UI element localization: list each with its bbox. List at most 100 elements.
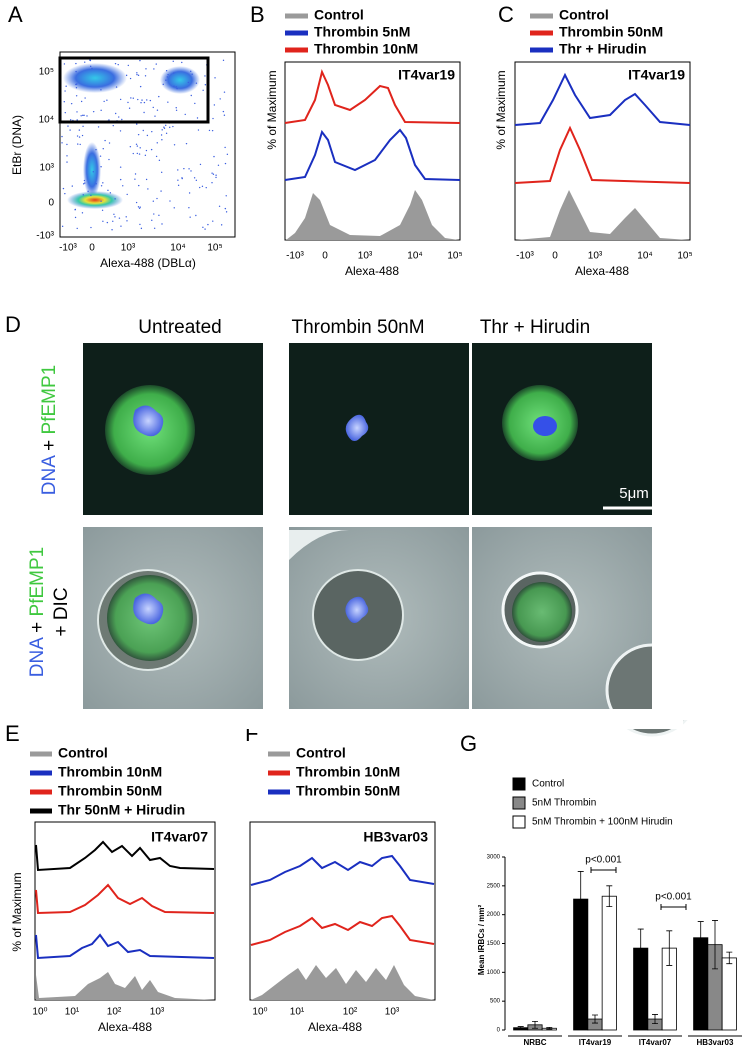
- dot: [83, 114, 85, 117]
- dot: [80, 100, 83, 103]
- dot: [184, 113, 186, 116]
- dot: [213, 155, 215, 158]
- label-part: +: [39, 440, 60, 451]
- x-label: Alexa-488 (DBLα): [100, 256, 196, 270]
- dot: [137, 98, 139, 101]
- dot: [198, 186, 201, 189]
- legend-label: Thrombin 10nM: [314, 41, 418, 57]
- dot: [158, 95, 160, 98]
- dot: [177, 184, 180, 187]
- trace: [284, 69, 461, 124]
- dot: [74, 216, 77, 219]
- dot: [173, 207, 175, 209]
- dot: [224, 207, 227, 210]
- dot: [65, 85, 67, 87]
- x-label: Alexa-488: [575, 264, 629, 278]
- error-bar: [577, 871, 584, 928]
- dot: [100, 109, 102, 112]
- dot: [204, 228, 206, 230]
- dot: [222, 59, 225, 62]
- gate: [58, 56, 210, 124]
- legend-label: Thrombin 10nM: [58, 764, 162, 780]
- nucleus: [345, 414, 369, 441]
- dot: [211, 172, 213, 174]
- dot: [64, 192, 66, 195]
- dot: [78, 129, 81, 131]
- y-tick-label: 1000: [487, 970, 501, 976]
- dot: [120, 225, 122, 227]
- tick-label: 10¹: [290, 1007, 305, 1018]
- plot-frame: [249, 821, 436, 1001]
- dot: [102, 220, 104, 222]
- dot: [82, 125, 84, 128]
- sample-label: IT4var19: [628, 67, 685, 83]
- cluster: [63, 63, 127, 93]
- dot: [160, 134, 163, 136]
- dot: [226, 153, 229, 156]
- trace: [514, 125, 691, 184]
- tick-label: -10³: [516, 251, 534, 262]
- dot: [102, 182, 104, 184]
- dot: [82, 183, 85, 185]
- dot: [106, 99, 108, 101]
- dot: [63, 101, 65, 103]
- legend-label: Thr + Hirudin: [559, 41, 647, 57]
- dot: [74, 209, 76, 211]
- dot: [141, 99, 143, 101]
- dot: [119, 130, 122, 132]
- dot: [215, 176, 217, 179]
- tick-label: 10⁴: [39, 115, 54, 126]
- trace: [251, 965, 434, 1000]
- dot: [175, 109, 178, 111]
- tick-label: 10⁰: [252, 1007, 267, 1018]
- dot: [61, 142, 63, 144]
- dot: [204, 75, 206, 77]
- dot: [172, 60, 174, 63]
- tick-label: 10¹: [65, 1007, 80, 1018]
- dot: [158, 214, 160, 217]
- dot: [129, 145, 132, 148]
- tick-label: 10⁵: [207, 243, 222, 254]
- dot: [112, 124, 114, 127]
- dot: [190, 70, 192, 73]
- sample-label: IT4var19: [398, 67, 455, 83]
- dot: [100, 166, 102, 168]
- error-bar: [606, 885, 613, 907]
- dot: [195, 179, 198, 182]
- row-label: + DIC: [51, 587, 72, 636]
- dot: [83, 179, 86, 182]
- error-bar: [546, 1027, 553, 1030]
- trace: [284, 128, 461, 181]
- dot: [87, 190, 89, 193]
- dot: [183, 167, 185, 170]
- dot: [61, 225, 64, 228]
- dot: [154, 115, 156, 117]
- dot: [75, 83, 77, 86]
- dot: [163, 126, 165, 128]
- dot: [61, 135, 63, 138]
- dot: [112, 220, 114, 223]
- dot: [187, 81, 190, 84]
- tick-label: 10³: [588, 251, 603, 262]
- dot: [189, 216, 191, 218]
- dot: [145, 178, 148, 181]
- dot: [69, 129, 71, 131]
- dot: [82, 114, 84, 117]
- rbc: [289, 530, 349, 560]
- dot: [167, 73, 169, 76]
- dot: [76, 227, 78, 230]
- legend-label: Thrombin 10nM: [296, 764, 400, 780]
- error-bar: [592, 1014, 598, 1024]
- dot: [223, 114, 226, 116]
- dot: [161, 139, 163, 141]
- tick-label: 10⁴: [170, 243, 185, 254]
- dot: [130, 97, 132, 99]
- dot: [108, 158, 110, 161]
- legend-label: Thrombin 50nM: [559, 24, 663, 40]
- tick-label: 10⁵: [447, 251, 462, 262]
- dot: [67, 125, 69, 127]
- dot: [129, 77, 132, 80]
- legend-label: Thr 50nM + Hirudin: [58, 802, 185, 818]
- dot: [225, 195, 227, 197]
- y-label: % of Maximum: [265, 70, 279, 149]
